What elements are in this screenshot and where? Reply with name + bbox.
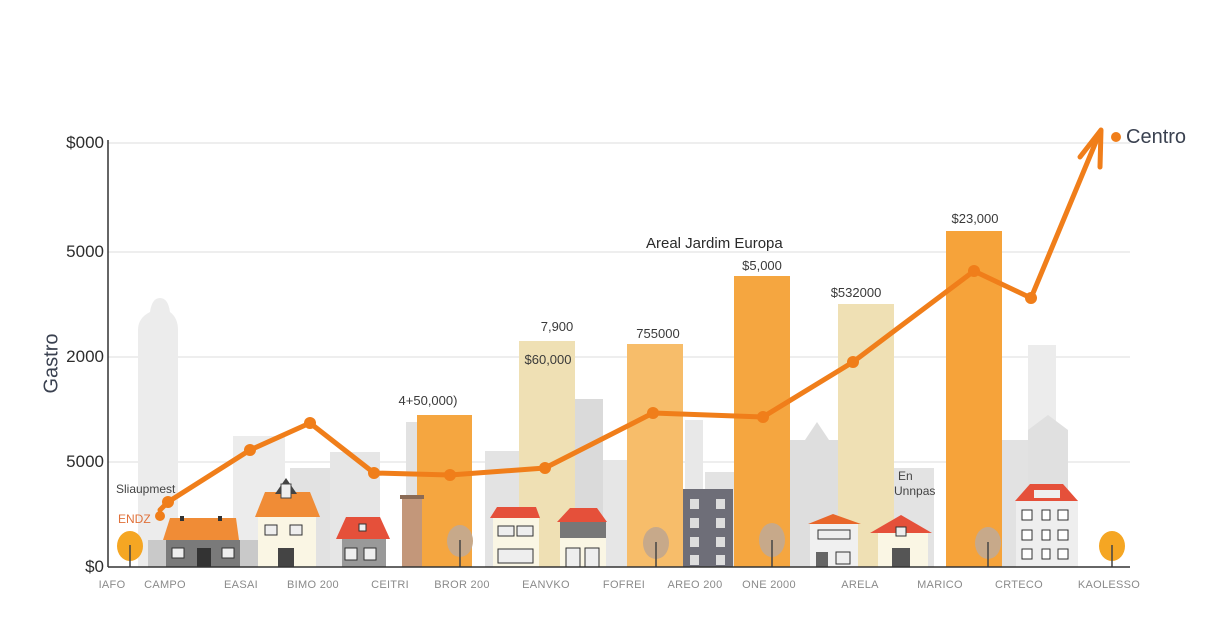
house-icon	[870, 515, 932, 567]
y-tick: $000	[66, 133, 104, 152]
x-tick: BIMO 200	[287, 579, 339, 591]
tree-icon	[447, 525, 473, 567]
bar-value-label: 4+50,000)	[398, 393, 458, 408]
tree-icon	[975, 527, 1001, 567]
y-tick: 5000	[66, 452, 104, 471]
x-tick: EASAI	[224, 579, 258, 591]
annotation-unpas: Unnpas	[894, 484, 936, 498]
bar-value-label: $532000	[830, 285, 882, 300]
bar-value-label: $23,000	[951, 211, 999, 226]
annotation-endz: ENDZ	[118, 512, 151, 526]
x-tick: BROR 200	[434, 579, 490, 591]
houses	[117, 478, 1125, 568]
legend-dot-icon	[1111, 132, 1121, 142]
y-tick: $0	[85, 557, 104, 576]
x-tick: ONE 2000	[742, 579, 796, 591]
tree-icon	[759, 523, 785, 567]
x-tick: AREO 200	[667, 579, 723, 591]
x-tick: CAMPO	[144, 579, 186, 591]
legend-label: Centro	[1126, 126, 1187, 148]
y-tick: 2000	[66, 347, 104, 366]
y-axis-label: Gastro	[40, 333, 63, 394]
arrow-head-icon	[1077, 127, 1104, 170]
house-icon	[557, 508, 607, 568]
annotation-slugment: Sliaupmest	[116, 482, 176, 496]
region-title: Areal Jardim Europa	[646, 235, 783, 252]
x-tick: EANVKO	[522, 579, 570, 591]
x-tick: CRTECO	[994, 579, 1044, 591]
y-tick: 5000	[66, 242, 104, 261]
bar-value-label: $5,000	[742, 258, 782, 273]
house-icon	[336, 517, 390, 567]
apartment-building-icon	[683, 489, 733, 567]
house-icon	[255, 478, 320, 567]
chimney-icon	[402, 497, 422, 567]
house-icon	[490, 507, 540, 567]
tree-icon	[1099, 531, 1125, 567]
bar-value-label: 755000	[636, 326, 680, 341]
x-tick: ARELA	[841, 579, 879, 591]
bar-value-label: 7,900	[540, 319, 574, 334]
x-tick: IAFO	[98, 579, 126, 591]
tree-icon	[643, 527, 669, 567]
x-tick: KAOLESSO	[1077, 579, 1141, 591]
x-tick: CEITRI	[371, 579, 409, 591]
house-icon	[148, 516, 258, 567]
apartment-building-icon	[1015, 484, 1078, 567]
trend-line	[155, 127, 1104, 521]
tree-icon	[117, 531, 143, 567]
x-tick: MARICO	[917, 579, 963, 591]
house-icon	[808, 514, 861, 567]
annotation-en: En	[898, 469, 913, 483]
bar-value-label: $60,000	[524, 352, 572, 367]
x-tick: FOFREI	[602, 579, 646, 591]
axes	[107, 140, 1130, 568]
